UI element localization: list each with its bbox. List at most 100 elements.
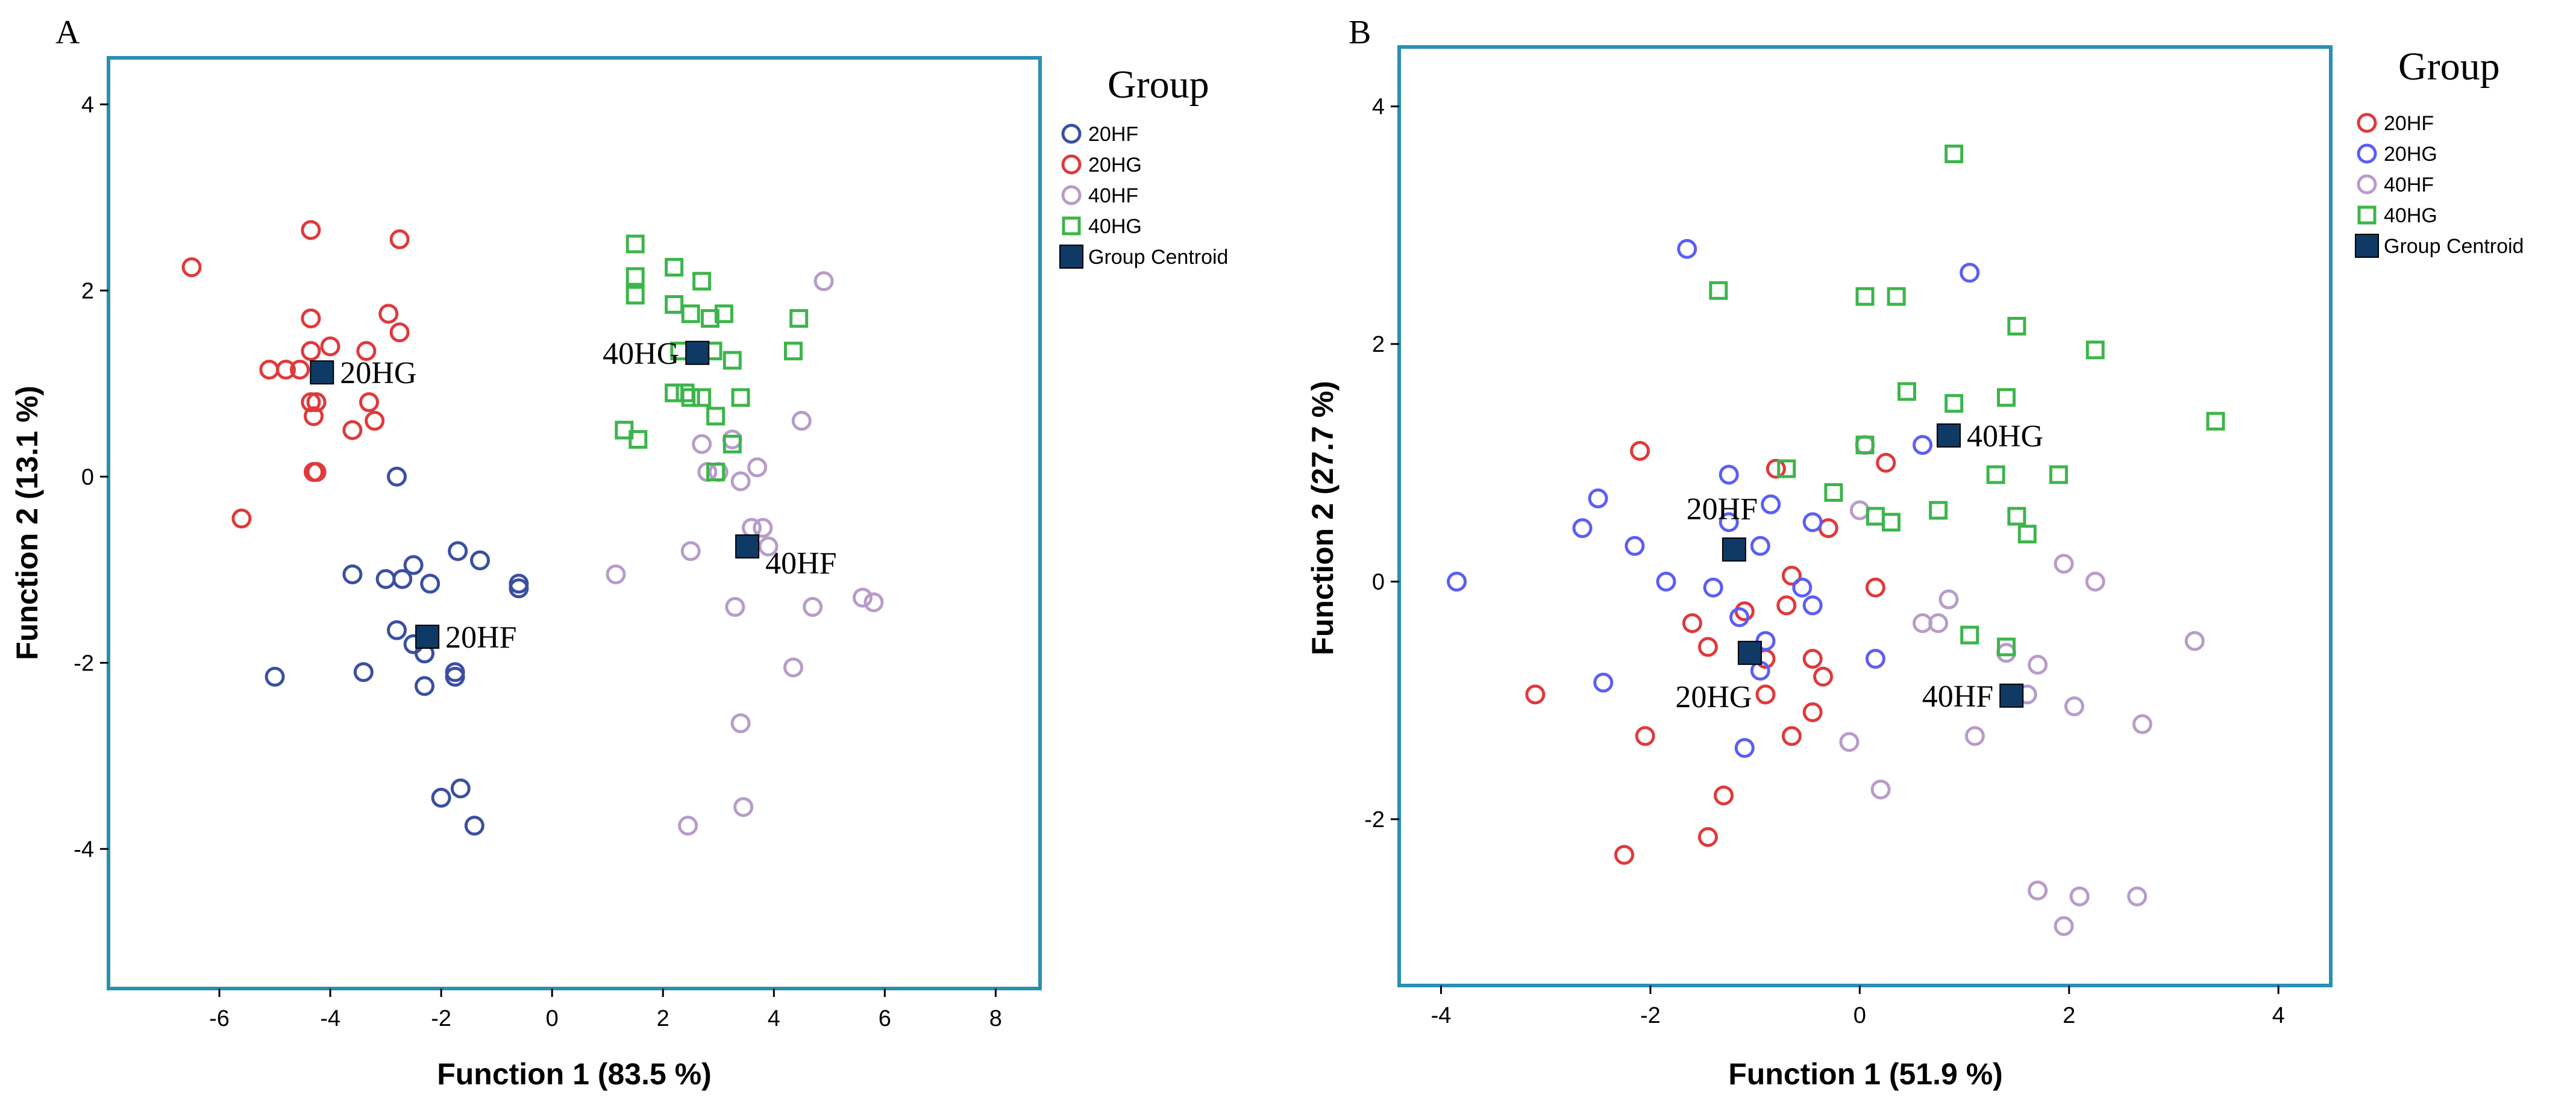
data-point: [181, 257, 202, 278]
y-tick-label: 0: [1372, 569, 1385, 595]
data-point: [791, 411, 812, 431]
data-point: [783, 657, 803, 678]
data-point: [375, 569, 396, 589]
x-axis-label: Function 1 (51.9 %): [1728, 1057, 2003, 1091]
data-point: [1839, 732, 1860, 752]
data-point: [2028, 655, 2048, 675]
plot-frame: [1397, 45, 2333, 987]
data-point: [1855, 287, 1875, 306]
data-point: [747, 457, 768, 478]
data-point: [464, 816, 484, 836]
data-point: [2017, 525, 2037, 544]
data-point: [2064, 696, 2084, 717]
data-point: [445, 666, 465, 687]
data-point: [448, 541, 468, 561]
data-point: [665, 383, 684, 402]
data-point: [1677, 239, 1697, 259]
data-point: [306, 392, 327, 413]
panel-a: A -6 -4 -2 0 2 4 6 8 -4 -2 0 2 4 20HG 20HF 40HG 40HF Fu…: [10, 14, 1228, 1091]
data-point: [625, 267, 645, 286]
data-point: [1964, 726, 1985, 746]
data-point: [853, 587, 873, 608]
data-point: [813, 271, 834, 292]
data-point: [1986, 465, 2005, 484]
legend-label: 20HG: [2384, 143, 2437, 166]
centroid-point: [1936, 423, 1961, 448]
data-point: [303, 406, 324, 426]
data-point: [1813, 666, 1834, 687]
data-point: [1945, 394, 1964, 413]
data-point: [420, 573, 440, 594]
centroid-annotations: 20HG 20HF 40HG 40HF: [340, 337, 836, 655]
panel-label: B: [1349, 14, 1371, 51]
legend-label: 40HG: [2384, 204, 2437, 227]
data-point: [1849, 500, 1870, 520]
x-tick-label: 8: [989, 1006, 1002, 1031]
data-point: [359, 392, 380, 413]
centroid-point: [1722, 537, 1746, 562]
legend-marker: [2357, 143, 2377, 164]
data-point: [320, 336, 340, 357]
data-point: [387, 620, 407, 640]
data-point: [681, 304, 700, 323]
data-point: [1614, 845, 1634, 865]
legend-label: 20HG: [1088, 154, 1142, 177]
data-point: [306, 462, 327, 483]
x-tick-label: 6: [879, 1006, 891, 1031]
legend-label: 40HG: [1088, 215, 1142, 238]
y-tick-label: 2: [1372, 332, 1385, 357]
x-tick-label: 2: [657, 1006, 669, 1031]
data-point: [1876, 452, 1896, 473]
x-tick-label: -2: [1640, 1003, 1661, 1028]
data-point: [342, 420, 363, 440]
data-point: [2127, 886, 2148, 907]
data-point: [259, 360, 280, 380]
centroid-point: [310, 360, 334, 385]
data-point: [1945, 144, 1964, 163]
data-point: [1960, 625, 1979, 645]
data-point: [1697, 637, 1718, 657]
data-point: [2086, 340, 2105, 360]
data-point: [431, 787, 451, 808]
data-point: [378, 304, 399, 324]
x-tick-label: -2: [431, 1006, 451, 1031]
data-point: [403, 555, 424, 575]
data-point: [509, 573, 529, 594]
centroid-label: 40HG: [603, 337, 679, 371]
legend-marker: [1061, 123, 1082, 144]
x-tick-label: 2: [2063, 1003, 2075, 1028]
data-point: [783, 342, 803, 361]
data-point: [1881, 513, 1901, 532]
data-point: [301, 220, 321, 240]
data-point: [803, 597, 823, 617]
data-point: [265, 666, 285, 687]
data-point: [1781, 726, 1802, 746]
legend-marker: [1059, 245, 1083, 269]
legend-marker: [2357, 205, 2377, 225]
data-point: [1913, 435, 1933, 455]
data-point: [1635, 726, 1655, 746]
x-tick-label: 0: [546, 1006, 559, 1031]
data-point: [692, 272, 712, 291]
legend-title: Group: [1108, 63, 1209, 107]
x-tick-label: -4: [1431, 1003, 1452, 1028]
data-point: [2085, 571, 2105, 592]
data-point: [275, 360, 296, 380]
data-point: [1777, 459, 1796, 478]
data-point: [353, 662, 374, 683]
data-point: [1855, 436, 1875, 455]
y-axis-label: Function 2 (27.7 %): [1306, 381, 1340, 655]
data-point: [1656, 571, 1676, 592]
x-tick-label: 4: [768, 1006, 780, 1031]
centroid-label: 20HF: [445, 620, 516, 655]
x-tick-label: -4: [320, 1006, 340, 1031]
centroid-point: [1999, 683, 2024, 708]
legend-label: 20HF: [2384, 112, 2434, 135]
data-point: [1960, 263, 1980, 283]
data-point: [625, 286, 645, 305]
data-point: [731, 388, 750, 407]
legend: Group 20HF 20HG 40HF 40HG Group Centroid: [1059, 63, 1228, 269]
data-points: [181, 220, 884, 836]
centroid-annotations: 20HF 20HG 40HG 40HF: [1675, 419, 2043, 714]
y-tick-label: 4: [1372, 95, 1385, 120]
